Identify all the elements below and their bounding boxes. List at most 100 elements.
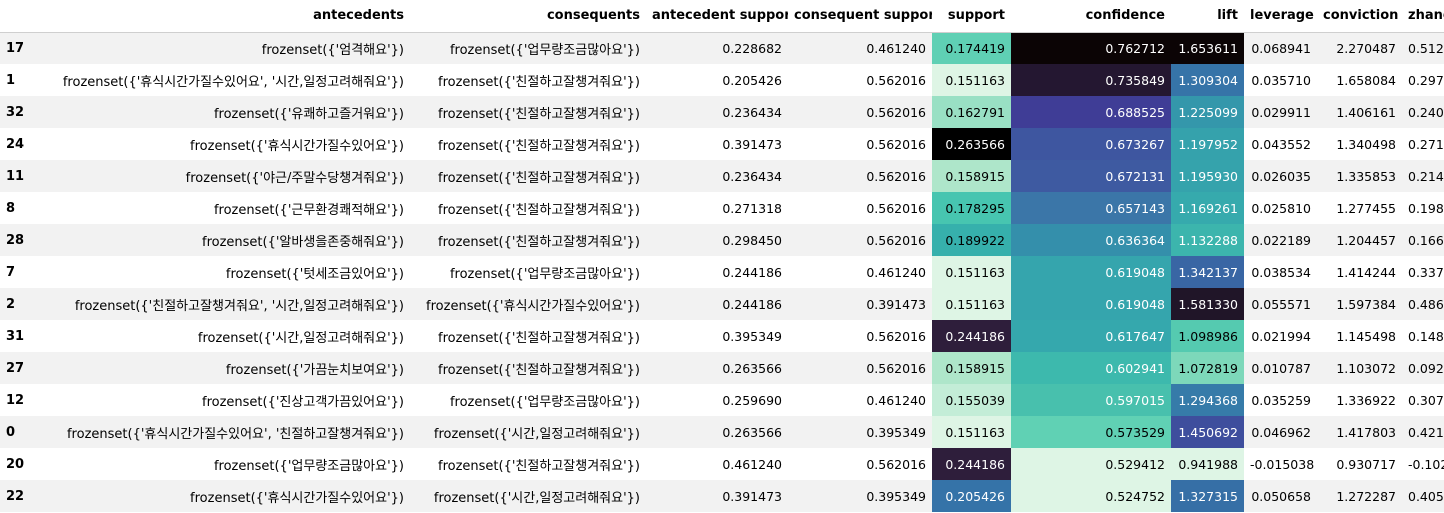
cell-consequents: frozenset({'휴식시간가질수있어요'}) bbox=[410, 288, 646, 320]
cell-lift: 1.132288 bbox=[1171, 224, 1244, 256]
column-header-conviction: conviction bbox=[1317, 0, 1402, 33]
cell-leverage: 0.055571 bbox=[1244, 288, 1317, 320]
cell-consequent-support: 0.395349 bbox=[788, 480, 932, 512]
cell-confidence: 0.636364 bbox=[1011, 224, 1171, 256]
cell-leverage: 0.035259 bbox=[1251, 392, 1311, 408]
cell-lift: 0.941988 bbox=[1171, 448, 1244, 480]
cell-confidence: 0.524752 bbox=[1011, 480, 1171, 512]
cell-confidence: 0.602941 bbox=[1011, 352, 1171, 384]
table-row: 27 frozenset({'가끔눈치보여요'}) frozenset({'친절하고… bbox=[0, 352, 1444, 384]
cell-conviction: 1.335853 bbox=[1317, 160, 1402, 192]
cell-antecedents: frozenset({'시간,일정고려해줘요'}) bbox=[197, 330, 404, 346]
cell-consequents: frozenset({'업무량조금많아요'}) bbox=[449, 266, 640, 282]
cell-leverage: 0.022189 bbox=[1244, 224, 1317, 256]
cell-zhangs-metric: 0.198659 bbox=[1408, 200, 1444, 216]
cell-zhangs-metric: 0.214560 bbox=[1402, 160, 1444, 192]
cell-antecedent-support: 0.461240 bbox=[722, 456, 782, 472]
cell-support: 0.151163 bbox=[932, 416, 1011, 448]
table-row: 1 frozenset({'휴식시간가질수있어요', '시간,일정고려해줘요'})… bbox=[0, 64, 1444, 96]
column-header-support: support bbox=[932, 0, 1011, 33]
cell-consequents: frozenset({'시간,일정고려해줘요'}) bbox=[410, 416, 646, 448]
cell-consequents: frozenset({'친절하고잘챙겨줘요'}) bbox=[410, 352, 646, 384]
cell-zhangs-metric: 0.240633 bbox=[1402, 96, 1444, 128]
column-header-confidence: confidence bbox=[1011, 0, 1171, 33]
table-row: 11 frozenset({'야근/주말수당챙겨줘요'}) frozenset({'… bbox=[0, 160, 1444, 192]
row-index: 11 bbox=[0, 160, 30, 192]
cell-antecedents: frozenset({'근무환경쾌적해요'}) bbox=[213, 202, 404, 218]
cell-consequent-support: 0.562016 bbox=[788, 352, 932, 384]
cell-confidence: 0.762712 bbox=[1011, 32, 1171, 64]
column-header-lift: lift bbox=[1171, 0, 1244, 33]
table-row: 22 frozenset({'휴식시간가질수있어요'}) frozenset({'시… bbox=[0, 480, 1444, 512]
cell-conviction: 1.145498 bbox=[1336, 328, 1396, 344]
row-index: 17 bbox=[0, 32, 30, 64]
cell-lift: 1.197952 bbox=[1171, 128, 1244, 160]
row-index: 8 bbox=[6, 200, 16, 216]
column-header-leverage: leverage bbox=[1244, 0, 1317, 33]
cell-antecedents: frozenset({'휴식시간가질수있어요'}) bbox=[30, 480, 410, 512]
cell-zhangs-metric: 0.166535 bbox=[1402, 224, 1444, 256]
row-index: 32 bbox=[0, 96, 30, 128]
cell-antecedents: frozenset({'텃세조금있어요'}) bbox=[225, 266, 404, 282]
cell-support: 0.178295 bbox=[932, 192, 1011, 224]
cell-leverage: -0.015038 bbox=[1250, 456, 1315, 472]
cell-confidence: 0.688525 bbox=[1011, 96, 1171, 128]
index-header bbox=[0, 0, 30, 33]
column-header-antecedents: antecedents bbox=[30, 0, 410, 33]
column-header-zhangs-metric: zhangs_metric bbox=[1402, 0, 1444, 33]
cell-antecedents: frozenset({'가끔눈치보여요'}) bbox=[30, 352, 410, 384]
cell-support: 0.244186 bbox=[932, 448, 1011, 480]
row-index: 12 bbox=[6, 392, 25, 408]
row-index: 7 bbox=[6, 264, 16, 280]
cell-consequents: frozenset({'친절하고잘챙겨줘요'}) bbox=[438, 138, 640, 154]
cell-support: 0.151163 bbox=[932, 64, 1011, 96]
cell-lift: 1.327315 bbox=[1171, 480, 1244, 512]
cell-zhangs-metric: 0.148962 bbox=[1408, 328, 1444, 344]
table-row: 28 frozenset({'알바생을존중해줘요'}) frozenset({'친절… bbox=[0, 224, 1444, 256]
cell-support: 0.158915 bbox=[932, 352, 1011, 384]
cell-lift: 1.294368 bbox=[1171, 384, 1244, 416]
cell-leverage: 0.029911 bbox=[1244, 96, 1317, 128]
cell-leverage: 0.021994 bbox=[1251, 328, 1311, 344]
cell-confidence: 0.619048 bbox=[1011, 288, 1171, 320]
cell-consequent-support: 0.562016 bbox=[866, 136, 926, 152]
table-row: 32 frozenset({'유쾌하고즐거워요'}) frozenset({'친절하… bbox=[0, 96, 1444, 128]
table-row: 7 frozenset({'텃세조금있어요'}) frozenset({'업무량조금… bbox=[0, 256, 1444, 288]
cell-consequent-support: 0.562016 bbox=[866, 456, 926, 472]
cell-antecedent-support: 0.244186 bbox=[722, 264, 782, 280]
cell-support: 0.244186 bbox=[932, 320, 1011, 352]
row-index: 22 bbox=[0, 480, 30, 512]
cell-lift: 1.225099 bbox=[1171, 96, 1244, 128]
header-row: antecedents consequents antecedent suppo… bbox=[0, 0, 1444, 33]
table-row: 20 frozenset({'업무량조금많아요'}) frozenset({'친절하… bbox=[0, 448, 1444, 480]
cell-zhangs-metric: 0.486391 bbox=[1402, 288, 1444, 320]
cell-lift: 1.169261 bbox=[1171, 192, 1244, 224]
cell-antecedent-support: 0.236434 bbox=[646, 160, 788, 192]
cell-support: 0.189922 bbox=[932, 224, 1011, 256]
cell-zhangs-metric: 0.512451 bbox=[1402, 32, 1444, 64]
cell-consequents: frozenset({'친절하고잘챙겨줘요'}) bbox=[438, 202, 640, 218]
cell-antecedents: frozenset({'알바생을존중해줘요'}) bbox=[30, 224, 410, 256]
cell-consequents: frozenset({'친절하고잘챙겨줘요'}) bbox=[410, 224, 646, 256]
cell-antecedent-support: 0.271318 bbox=[722, 200, 782, 216]
cell-consequent-support: 0.562016 bbox=[788, 96, 932, 128]
cell-zhangs-metric: 0.297311 bbox=[1408, 72, 1444, 88]
cell-support: 0.205426 bbox=[932, 480, 1011, 512]
cell-antecedent-support: 0.244186 bbox=[646, 288, 788, 320]
cell-lift: 1.072819 bbox=[1171, 352, 1244, 384]
cell-consequents: frozenset({'친절하고잘챙겨줘요'}) bbox=[438, 330, 640, 346]
cell-leverage: 0.043552 bbox=[1251, 136, 1311, 152]
cell-consequents: frozenset({'친절하고잘챙겨줘요'}) bbox=[438, 458, 640, 474]
cell-antecedent-support: 0.391473 bbox=[646, 480, 788, 512]
cell-leverage: 0.068941 bbox=[1244, 32, 1317, 64]
cell-consequent-support: 0.562016 bbox=[788, 224, 932, 256]
cell-conviction: 0.930717 bbox=[1336, 456, 1396, 472]
cell-conviction: 2.270487 bbox=[1317, 32, 1402, 64]
cell-leverage: 0.046962 bbox=[1244, 416, 1317, 448]
cell-support: 0.263566 bbox=[932, 128, 1011, 160]
cell-conviction: 1.272287 bbox=[1317, 480, 1402, 512]
cell-consequent-support: 0.562016 bbox=[866, 200, 926, 216]
row-index: 1 bbox=[6, 72, 16, 88]
column-header-consequents: consequents bbox=[410, 0, 646, 33]
cell-conviction: 1.658084 bbox=[1336, 72, 1396, 88]
